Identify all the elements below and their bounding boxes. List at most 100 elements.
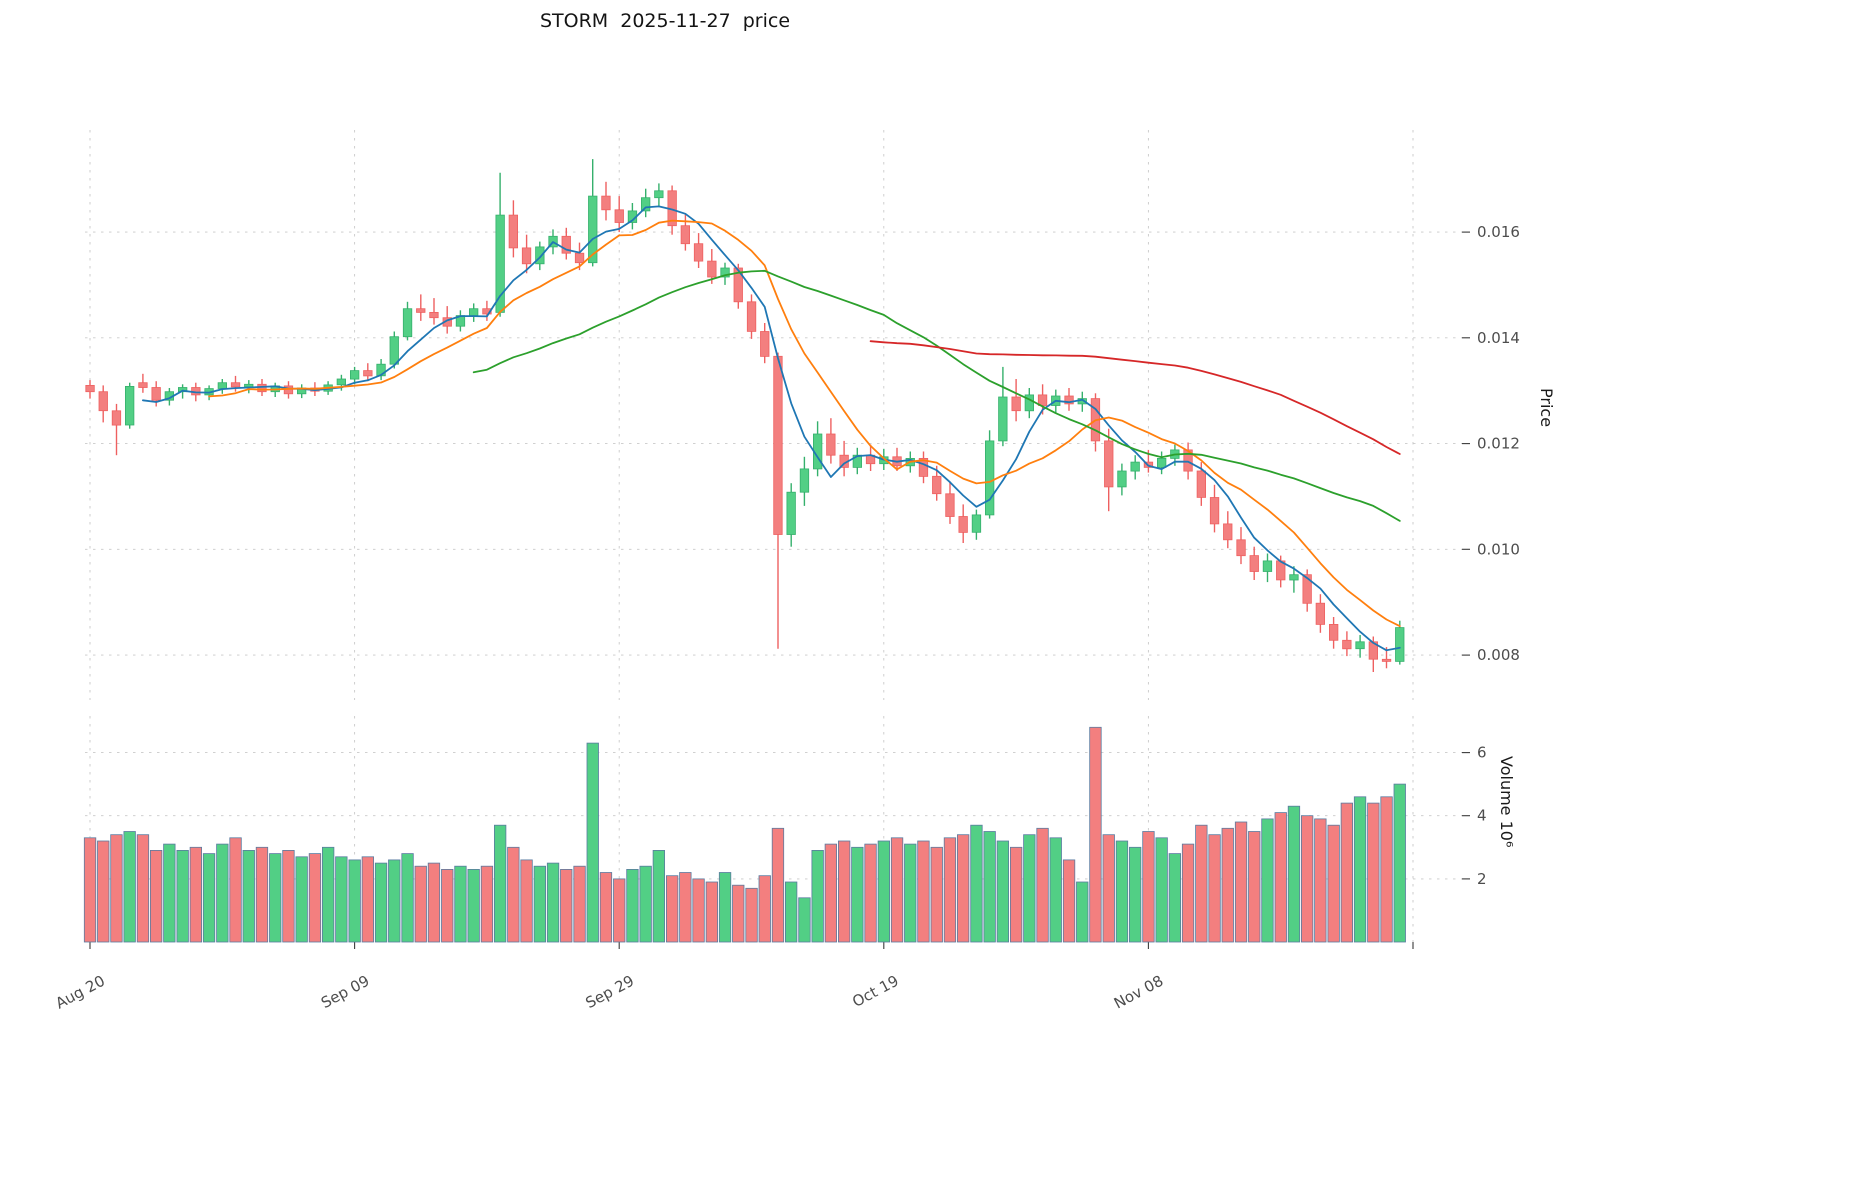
candle-body [1355, 641, 1365, 650]
candle-body [707, 260, 717, 278]
ma-line-ma60 [869, 340, 1401, 455]
volume-bar [295, 856, 308, 943]
volume-bar [560, 869, 573, 943]
candle-body [1157, 457, 1167, 468]
candle-body [561, 235, 571, 254]
candle-body [918, 457, 929, 477]
candle-body [111, 410, 122, 426]
volume-bar [1234, 821, 1248, 943]
volume-bar [441, 869, 454, 943]
volume-bar [454, 865, 467, 943]
volume-bar [890, 837, 904, 943]
volume-bar [1301, 815, 1314, 943]
volume-bar [1353, 796, 1367, 943]
price-tick-label: 0.008 [1477, 646, 1520, 664]
volume-bar [705, 881, 718, 943]
candle-body [1342, 639, 1352, 650]
volume-bar [1181, 843, 1195, 943]
candle-body [138, 382, 148, 388]
volume-bar [1076, 881, 1089, 943]
volume-bar [1010, 846, 1023, 943]
candle-body [654, 190, 664, 199]
volume-tick-label: 6 [1477, 744, 1487, 762]
volume-bar [321, 846, 335, 943]
volume-bar [1208, 834, 1221, 943]
volume-bar [626, 869, 639, 943]
candle-body [1262, 560, 1273, 572]
volume-bar [957, 834, 970, 943]
volume-bar [1049, 837, 1062, 943]
volume-tick-label: 4 [1477, 807, 1487, 825]
volume-bar [202, 853, 216, 943]
volume-bar [1115, 840, 1129, 943]
volume-bar [401, 853, 414, 943]
candle-body [601, 195, 611, 211]
volume-bar [930, 846, 943, 943]
volume-bar [1274, 812, 1287, 943]
volume-bar [1287, 805, 1301, 943]
volume-bar [652, 850, 665, 943]
volume-bar [1089, 726, 1102, 943]
volume-bar [983, 831, 996, 943]
candle-body [1011, 396, 1021, 412]
volume-bar [1380, 796, 1393, 943]
candle-body [1236, 539, 1246, 557]
volume-bar [864, 843, 877, 943]
candle-body [733, 267, 743, 303]
candle-body [1064, 395, 1074, 405]
x-tick-label: Oct 19 [849, 972, 901, 1011]
volume-bar [348, 859, 361, 943]
volume-bar [639, 865, 652, 943]
volume-bar [282, 850, 295, 943]
volume-bar [1102, 834, 1115, 943]
volume-bar [679, 872, 692, 943]
candle-body [1381, 658, 1392, 662]
volume-bar [838, 840, 851, 943]
volume-bar [718, 872, 732, 943]
candle-body [760, 331, 770, 357]
volume-bar [917, 840, 930, 943]
candle-body [85, 384, 95, 393]
ma-line-ma5 [141, 205, 1401, 652]
volume-bar [1168, 853, 1181, 943]
candle-body [495, 214, 505, 313]
volume-bar [1155, 837, 1168, 943]
volume-bar [467, 869, 480, 943]
candle-body [429, 311, 439, 319]
candle-body [1183, 449, 1193, 472]
volume-bar [374, 862, 388, 943]
candle-body [1209, 497, 1220, 525]
candle-body [1329, 624, 1339, 641]
volume-bar [176, 850, 189, 943]
candle-body [932, 475, 942, 495]
volume-bar [771, 827, 785, 943]
volume-bar [1221, 827, 1234, 943]
volume-bar [163, 843, 176, 943]
candle-body [521, 247, 532, 265]
candle-body [349, 370, 360, 380]
candle-body [773, 355, 783, 535]
volume-bar [943, 837, 957, 943]
candle-body [257, 383, 267, 393]
x-tick-label: Sep 09 [318, 972, 372, 1012]
volume-bar [1327, 824, 1340, 943]
volume-bar [507, 846, 520, 943]
volume-bar [1261, 818, 1274, 943]
candle-body [416, 308, 426, 313]
candle-body [746, 301, 757, 332]
candle-body [1302, 574, 1312, 604]
candle-body [945, 493, 955, 517]
candle-body [998, 396, 1008, 442]
candle-body [971, 514, 982, 533]
price-tick-label: 0.010 [1477, 540, 1520, 558]
candle-body [1315, 602, 1325, 625]
volume-bar [1036, 827, 1049, 943]
volume-bar [904, 843, 917, 943]
candle-body [389, 336, 399, 365]
volume-bar [520, 859, 533, 943]
volume-bar [361, 856, 375, 943]
volume-bar [97, 840, 110, 943]
candle-body [363, 370, 373, 377]
volume-bar [189, 846, 203, 943]
